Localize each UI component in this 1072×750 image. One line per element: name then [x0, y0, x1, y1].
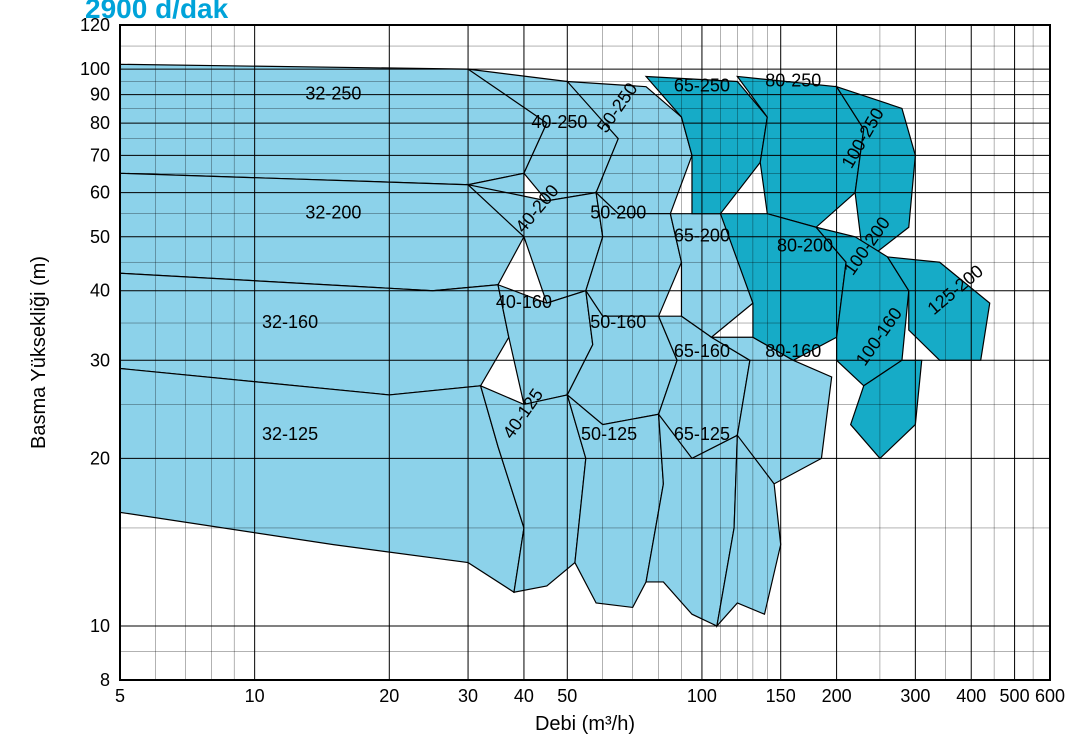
region-label-40-160: 40-160	[496, 292, 552, 312]
y-tick: 20	[90, 448, 110, 468]
region-label-50-125: 50-125	[581, 424, 637, 444]
x-tick: 20	[379, 686, 399, 706]
region-label-50-200: 50-200	[590, 202, 646, 222]
x-tick: 5	[115, 686, 125, 706]
x-tick: 200	[822, 686, 852, 706]
y-tick: 50	[90, 227, 110, 247]
region-label-65-125: 65-125	[674, 424, 730, 444]
region-label-40-250: 40-250	[531, 112, 587, 132]
region-label-65-200: 65-200	[674, 226, 730, 246]
region-label-65-250: 65-250	[674, 75, 730, 95]
x-tick: 150	[766, 686, 796, 706]
region-label-32-200: 32-200	[305, 202, 361, 222]
y-tick: 70	[90, 145, 110, 165]
y-tick: 10	[90, 616, 110, 636]
x-tick: 400	[956, 686, 986, 706]
region-label-32-250: 32-250	[305, 83, 361, 103]
region-label-32-160: 32-160	[262, 312, 318, 332]
x-tick: 600	[1035, 686, 1065, 706]
x-tick: 10	[245, 686, 265, 706]
y-tick: 8	[100, 670, 110, 690]
region-label-65-160: 65-160	[674, 341, 730, 361]
region-label-50-160: 50-160	[590, 312, 646, 332]
x-tick: 50	[557, 686, 577, 706]
x-tick: 500	[1000, 686, 1030, 706]
region-label-32-125: 32-125	[262, 424, 318, 444]
x-axis-label: Debi (m³/h)	[535, 713, 635, 735]
y-axis-label: Basma Yüksekliği (m)	[28, 256, 50, 449]
pump-chart: 32-25040-25050-25065-25080-250100-25032-…	[0, 0, 1072, 750]
chart-title: 2900 d/dak	[85, 0, 229, 24]
y-tick: 40	[90, 281, 110, 301]
region-32-125	[120, 369, 524, 593]
y-tick: 100	[80, 59, 110, 79]
region-label-80-250: 80-250	[765, 70, 821, 90]
region-label-80-160: 80-160	[765, 341, 821, 361]
region-32-200	[120, 173, 524, 290]
x-tick: 40	[514, 686, 534, 706]
x-tick: 30	[458, 686, 478, 706]
y-tick: 60	[90, 183, 110, 203]
x-tick: 100	[687, 686, 717, 706]
y-tick: 80	[90, 113, 110, 133]
region-label-80-200: 80-200	[777, 235, 833, 255]
y-tick: 30	[90, 350, 110, 370]
x-tick: 300	[900, 686, 930, 706]
y-tick: 90	[90, 85, 110, 105]
